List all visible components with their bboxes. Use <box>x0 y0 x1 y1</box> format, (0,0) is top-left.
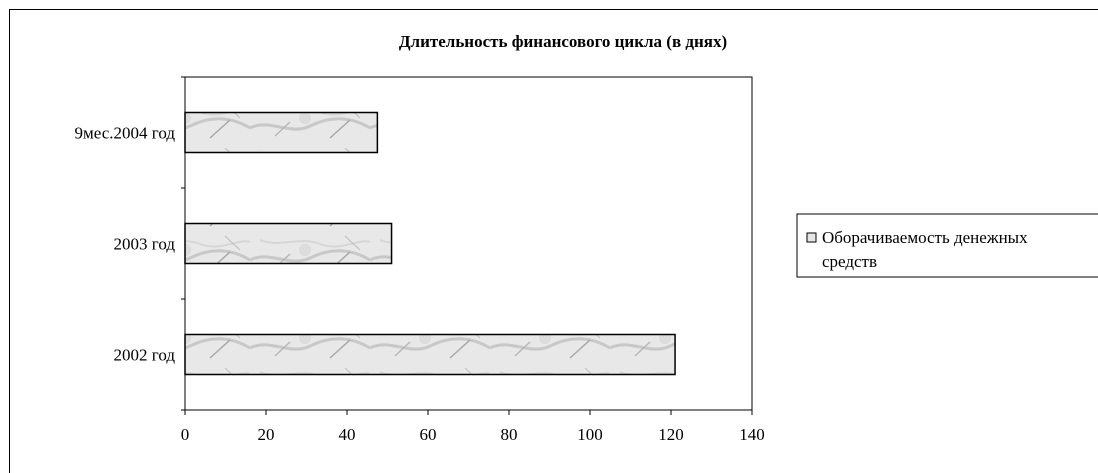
bars-group <box>184 111 676 376</box>
category-label: 9мес.2004 год <box>75 124 176 143</box>
x-tick-label: 120 <box>658 425 684 444</box>
legend-label-line-1: Оборачиваемость денежных <box>822 228 1028 247</box>
bar <box>184 333 676 376</box>
x-tick-label: 100 <box>577 425 603 444</box>
legend-box <box>796 213 1098 278</box>
bar <box>184 111 379 154</box>
x-tick-label: 20 <box>258 425 275 444</box>
x-tick-label: 80 <box>501 425 518 444</box>
x-tick-label: 40 <box>339 425 356 444</box>
legend: Оборачиваемость денежных средств <box>796 213 1098 278</box>
x-tick-label: 60 <box>420 425 437 444</box>
bar <box>184 222 393 265</box>
category-label: 2003 год <box>114 235 176 254</box>
x-tick-label: 140 <box>739 425 765 444</box>
chart-frame: Длительность финансового цикла (в днях) … <box>9 9 1098 473</box>
legend-label-line-2: средств <box>822 252 877 271</box>
x-axis-ticks <box>181 76 753 415</box>
category-label: 2002 год <box>114 346 176 365</box>
category-labels: 9мес.2004 год 2003 год 2002 год <box>75 124 176 365</box>
legend-swatch <box>806 232 817 243</box>
x-tick-labels: 0 20 40 60 80 100 120 140 <box>181 425 765 444</box>
chart-title: Длительность финансового цикла (в днях) <box>399 32 727 51</box>
x-tick-label: 0 <box>181 425 190 444</box>
bar-chart: Длительность финансового цикла (в днях) … <box>75 32 1098 444</box>
